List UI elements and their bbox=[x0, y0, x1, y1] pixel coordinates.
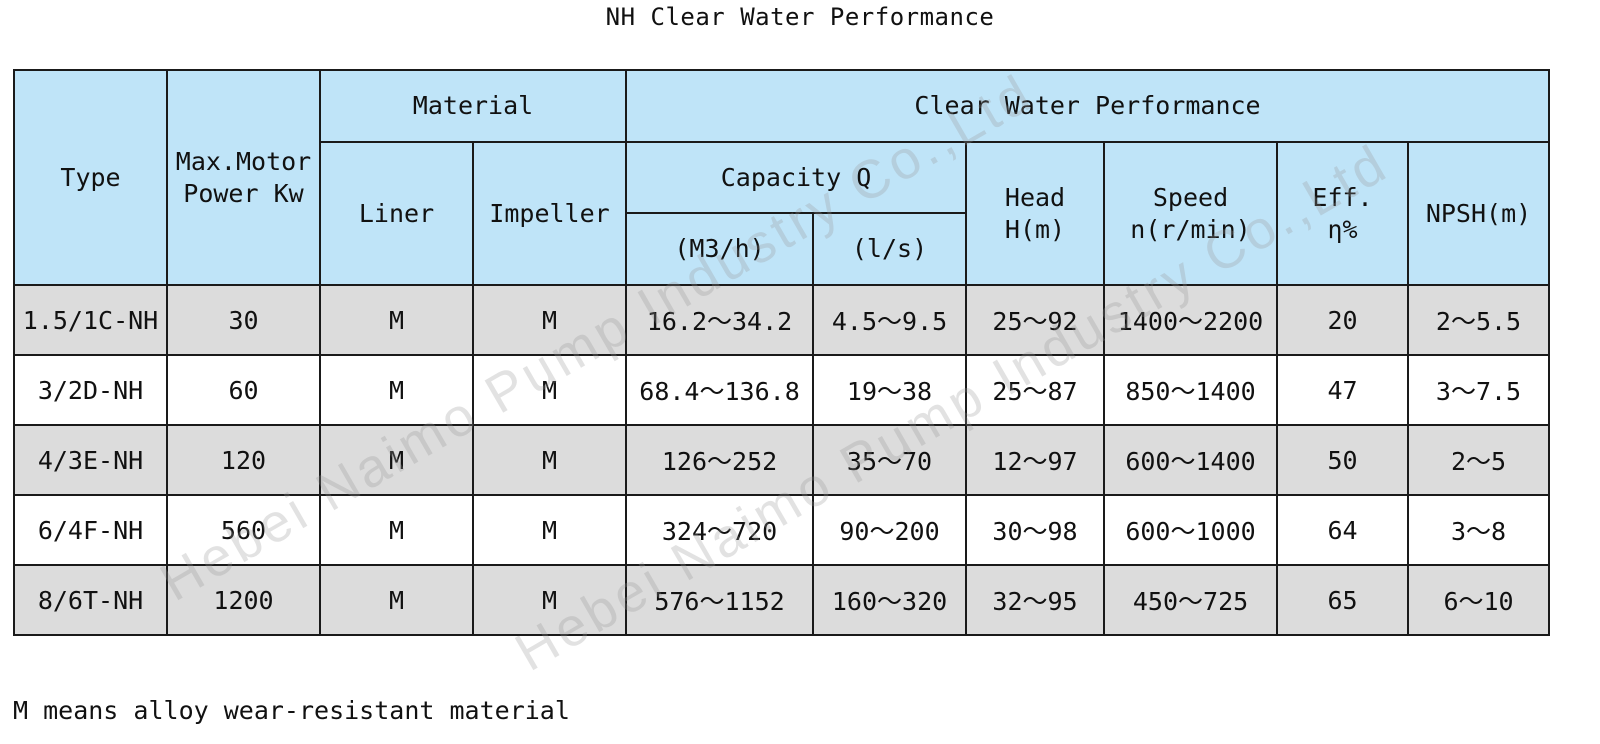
cell-npsh: 6～10 bbox=[1407, 564, 1551, 636]
header-efficiency: Eff. η% bbox=[1276, 141, 1410, 286]
cell-power: 120 bbox=[166, 424, 321, 496]
header-eff-line1: Eff. bbox=[1312, 182, 1373, 212]
cell-speed: 600～1000 bbox=[1103, 494, 1279, 566]
cell-npsh: 3～7.5 bbox=[1407, 354, 1551, 426]
cell-capacity-ls: 19～38 bbox=[812, 354, 968, 426]
cell-head: 25～87 bbox=[965, 354, 1106, 426]
cell-npsh: 2～5.5 bbox=[1407, 284, 1551, 356]
cell-capacity-m3h: 126～252 bbox=[625, 424, 815, 496]
header-npsh: NPSH(m) bbox=[1407, 141, 1551, 286]
cell-npsh: 3～8 bbox=[1407, 494, 1551, 566]
cell-capacity-ls: 4.5～9.5 bbox=[812, 284, 968, 356]
footnote: M means alloy wear-resistant material bbox=[13, 696, 570, 725]
header-head-line1: Head bbox=[1004, 182, 1066, 212]
cell-head: 32～95 bbox=[965, 564, 1106, 636]
table-row: 4/3E-NH 120 M M 126～252 35～70 12～97 600～… bbox=[13, 424, 1551, 496]
cell-power: 30 bbox=[166, 284, 321, 356]
cell-impeller: M bbox=[471, 494, 628, 566]
cell-head: 12～97 bbox=[965, 424, 1106, 496]
cell-head: 30～98 bbox=[965, 494, 1106, 566]
header-speed-line1: Speed bbox=[1152, 182, 1229, 212]
cell-capacity-ls: 160～320 bbox=[812, 564, 968, 636]
header-head-line2: H(m) bbox=[1004, 214, 1066, 244]
cell-type: 3/2D-NH bbox=[13, 354, 168, 426]
cell-eff: 65 bbox=[1276, 564, 1410, 636]
header-speed: Speed n(r/min) bbox=[1103, 141, 1279, 286]
cell-type: 8/6T-NH bbox=[13, 564, 168, 636]
cell-impeller: M bbox=[471, 354, 628, 426]
cell-liner: M bbox=[319, 424, 474, 496]
cell-speed: 1400～2200 bbox=[1103, 284, 1279, 356]
header-liner: Liner bbox=[319, 141, 474, 286]
cell-npsh: 2～5 bbox=[1407, 424, 1551, 496]
cell-speed: 450～725 bbox=[1103, 564, 1279, 636]
page-title: NH Clear Water Performance bbox=[605, 3, 995, 31]
cell-speed: 600～1400 bbox=[1103, 424, 1279, 496]
header-capacity: Capacity Q bbox=[625, 141, 968, 214]
header-type: Type bbox=[13, 69, 168, 286]
header-capacity-m3h: (M3/h) bbox=[625, 212, 815, 286]
cell-head: 25～92 bbox=[965, 284, 1106, 356]
cell-capacity-m3h: 324～720 bbox=[625, 494, 815, 566]
cell-capacity-ls: 35～70 bbox=[812, 424, 968, 496]
cell-eff: 20 bbox=[1276, 284, 1410, 356]
cell-eff: 47 bbox=[1276, 354, 1410, 426]
cell-capacity-m3h: 576～1152 bbox=[625, 564, 815, 636]
cell-impeller: M bbox=[471, 564, 628, 636]
table-row: 3/2D-NH 60 M M 68.4～136.8 19～38 25～87 85… bbox=[13, 354, 1551, 426]
table-row: 1.5/1C-NH 30 M M 16.2～34.2 4.5～9.5 25～92… bbox=[13, 284, 1551, 356]
cell-eff: 50 bbox=[1276, 424, 1410, 496]
cell-liner: M bbox=[319, 494, 474, 566]
header-impeller: Impeller bbox=[471, 141, 628, 286]
cell-power: 1200 bbox=[166, 564, 321, 636]
cell-type: 1.5/1C-NH bbox=[13, 284, 168, 356]
cell-capacity-m3h: 16.2～34.2 bbox=[625, 284, 815, 356]
header-capacity-ls: (l/s) bbox=[812, 212, 968, 286]
cell-capacity-m3h: 68.4～136.8 bbox=[625, 354, 815, 426]
cell-liner: M bbox=[319, 564, 474, 636]
table-row: 8/6T-NH 1200 M M 576～1152 160～320 32～95 … bbox=[13, 564, 1551, 636]
header-head: Head H(m) bbox=[965, 141, 1106, 286]
cell-impeller: M bbox=[471, 284, 628, 356]
cell-liner: M bbox=[319, 284, 474, 356]
performance-table: Type Max.Motor Power Kw Material Clear W… bbox=[13, 69, 1551, 636]
header-clear-water-performance: Clear Water Performance bbox=[625, 69, 1551, 143]
header-speed-line2: n(r/min) bbox=[1130, 214, 1251, 244]
cell-type: 4/3E-NH bbox=[13, 424, 168, 496]
cell-capacity-ls: 90～200 bbox=[812, 494, 968, 566]
cell-eff: 64 bbox=[1276, 494, 1410, 566]
cell-liner: M bbox=[319, 354, 474, 426]
header-motor-power: Max.Motor Power Kw bbox=[166, 69, 321, 286]
cell-speed: 850～1400 bbox=[1103, 354, 1279, 426]
header-power-line1: Max.Motor bbox=[175, 146, 312, 176]
cell-type: 6/4F-NH bbox=[13, 494, 168, 566]
header-power-line2: Power Kw bbox=[183, 178, 304, 208]
cell-power: 560 bbox=[166, 494, 321, 566]
cell-impeller: M bbox=[471, 424, 628, 496]
header-eff-line2: η% bbox=[1327, 214, 1358, 244]
header-material: Material bbox=[318, 69, 628, 143]
cell-power: 60 bbox=[166, 354, 321, 426]
table-row: 6/4F-NH 560 M M 324～720 90～200 30～98 600… bbox=[13, 494, 1551, 566]
